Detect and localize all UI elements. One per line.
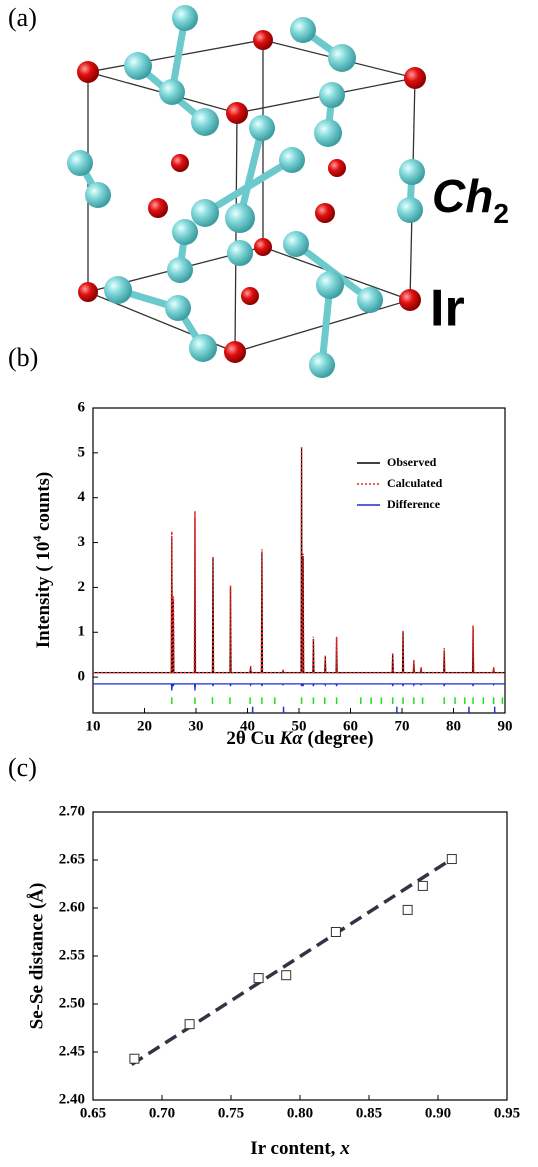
atom-part	[224, 341, 246, 363]
x-axis-label: Ir content, x	[250, 1138, 350, 1159]
x-tick-label: 90	[498, 718, 513, 734]
atom-part	[191, 199, 219, 227]
atom-part	[399, 159, 425, 185]
x-tick-label: 60	[343, 718, 358, 734]
structure-label: Ir	[430, 280, 465, 338]
atom-part	[253, 30, 273, 50]
y-tick-label: 0	[78, 669, 86, 685]
atom-part	[315, 203, 335, 223]
point	[184, 1019, 195, 1030]
atom-part	[78, 282, 98, 302]
point	[253, 973, 264, 984]
atom-part	[241, 287, 259, 305]
x-tick-label: 70	[395, 718, 410, 734]
atom-part	[279, 147, 305, 173]
y-tick-label: 2.65	[59, 851, 85, 867]
x-tick-label: 10	[86, 718, 101, 734]
point	[446, 854, 457, 865]
atom-part	[171, 154, 189, 172]
panel-label: (a)	[8, 3, 37, 32]
atom-part	[85, 182, 111, 208]
atom-part	[67, 150, 93, 176]
y-tick-label: 2	[78, 579, 86, 595]
legend-label: Observed	[387, 455, 437, 469]
atom-part	[201, 156, 296, 217]
atom-part	[189, 334, 217, 362]
y-tick-label: 1	[78, 624, 86, 640]
x-tick-label: 0.85	[356, 1105, 382, 1121]
atom-part	[167, 257, 193, 283]
atom-part	[254, 238, 272, 256]
panel-label: (b)	[8, 343, 38, 372]
atom-part	[357, 287, 383, 313]
x-tick-label: 30	[189, 718, 204, 734]
crystal-structure	[67, 5, 426, 378]
point	[330, 927, 341, 937]
atom-part	[328, 159, 346, 177]
y-tick-label: 2.45	[59, 1043, 85, 1059]
atom-part	[165, 295, 191, 321]
atom-part	[319, 82, 345, 108]
y-tick-label: 2.60	[59, 899, 85, 915]
atom-part	[404, 67, 426, 89]
y-tick-label: 3	[78, 534, 86, 550]
x-tick-label: 0.95	[494, 1105, 520, 1121]
x-tick-label: 0.75	[218, 1105, 244, 1121]
x-tick-label: 20	[137, 718, 152, 734]
point	[417, 880, 428, 891]
atom-part	[397, 197, 423, 223]
atom-part	[191, 108, 219, 136]
atom-part	[172, 219, 198, 245]
atom-part	[225, 203, 255, 233]
point	[281, 970, 292, 981]
atom-part	[309, 352, 335, 378]
point	[129, 1053, 140, 1064]
atom-part	[399, 289, 421, 311]
y-tick-label: 2.70	[59, 803, 85, 819]
x-tick-label: 0.90	[425, 1105, 451, 1121]
atom-part	[283, 231, 309, 257]
fit-line	[130, 857, 453, 1066]
legend-label: Calculated	[387, 476, 443, 490]
atom-part	[104, 276, 132, 304]
atom-part	[290, 17, 316, 43]
atom-part	[148, 198, 168, 218]
y-axis-label: Intensity ( 104 counts)	[30, 472, 55, 649]
atom-part	[77, 61, 99, 83]
panel-label: (c)	[8, 753, 37, 782]
x-tick-label: 0.80	[287, 1105, 313, 1121]
series-line	[93, 446, 505, 674]
atom-part	[226, 102, 248, 124]
y-tick-label: 2.50	[59, 995, 85, 1011]
atom-part	[227, 240, 253, 266]
y-tick-label: 5	[78, 444, 86, 460]
y-axis-label: Se-Se distance (Å)	[26, 883, 47, 1030]
structure-label: Ch2	[432, 170, 509, 229]
x-tick-label: 80	[446, 718, 461, 734]
x-axis-label: 2θ Cu Kα (degree)	[226, 728, 373, 749]
atom-part	[316, 271, 344, 299]
x-tick-label: 40	[240, 718, 255, 734]
x-tick-label: 0.70	[149, 1105, 175, 1121]
x-tick-label: 0.65	[80, 1105, 106, 1121]
atom-part	[77, 30, 426, 363]
series-line	[93, 683, 505, 691]
atom-part	[328, 44, 356, 72]
y-tick-label: 2.40	[59, 1091, 85, 1107]
atom-part	[172, 5, 198, 31]
series-line	[93, 448, 505, 674]
atom-part	[67, 5, 425, 378]
atom-part	[249, 115, 275, 141]
x-tick-label: 50	[292, 718, 307, 734]
legend-label: Difference	[387, 497, 441, 511]
atom-part	[236, 124, 266, 222]
y-tick-label: 4	[78, 489, 86, 505]
atom-part	[124, 52, 152, 80]
y-tick-label: 6	[78, 399, 86, 415]
atom-part	[314, 119, 342, 147]
point	[402, 904, 413, 915]
y-tick-label: 2.55	[59, 947, 85, 963]
atom-part	[159, 79, 185, 105]
